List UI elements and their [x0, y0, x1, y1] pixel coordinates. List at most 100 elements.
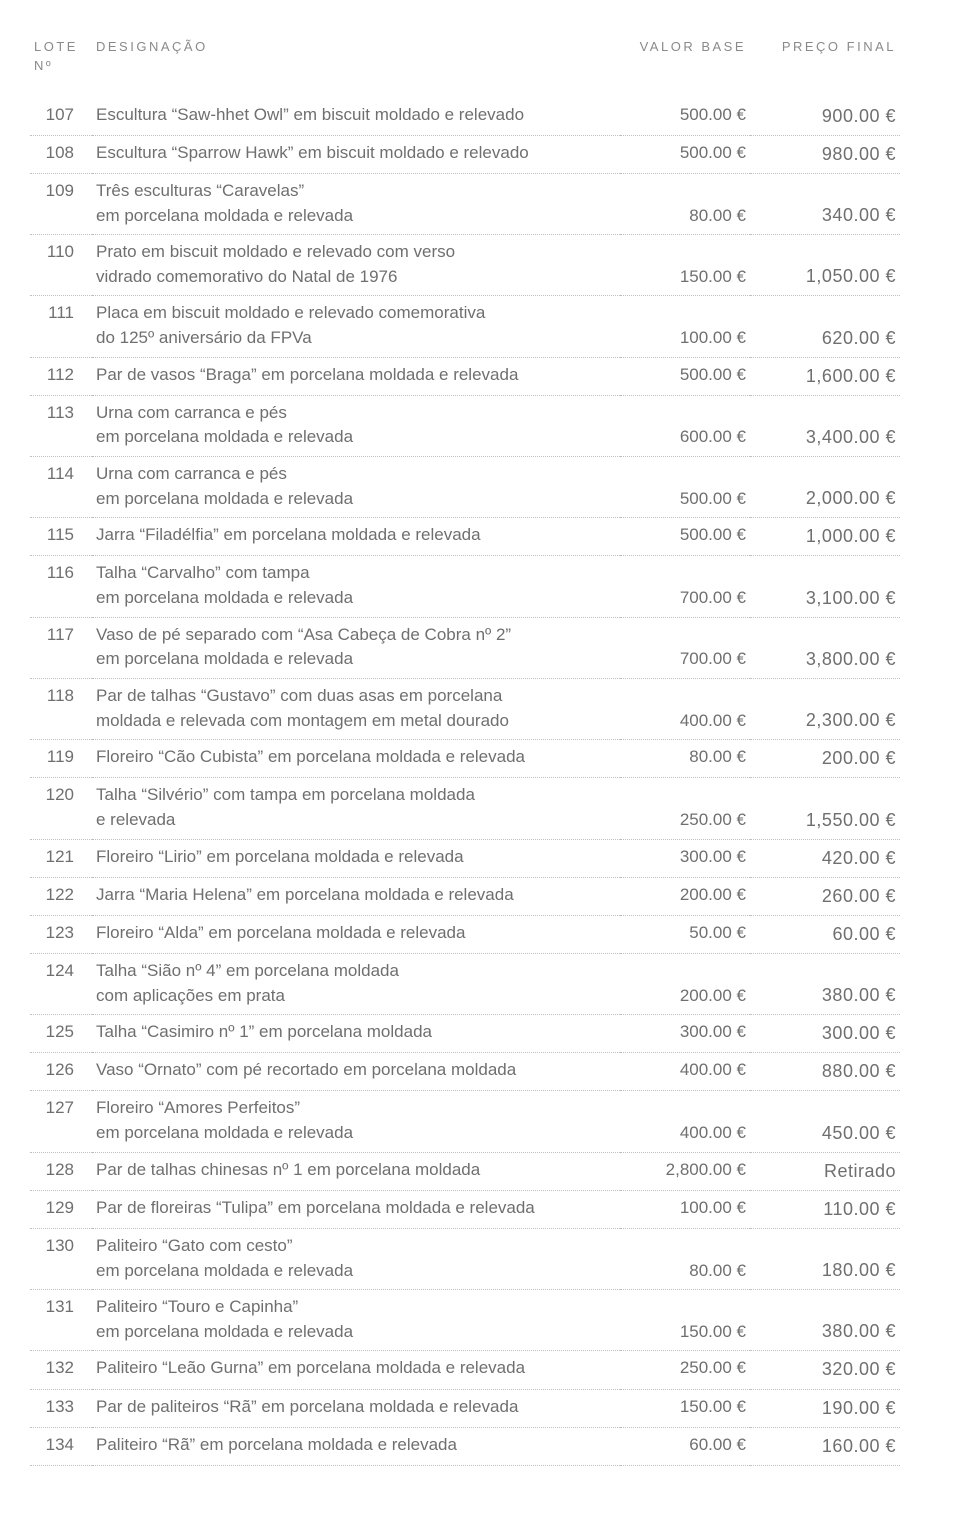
designacao-line: em porcelana moldada e relevada [96, 487, 616, 512]
cell-lote: 112 [30, 357, 92, 395]
cell-valor-base: 700.00 € [620, 617, 750, 678]
cell-designacao: Urna com carranca e pésem porcelana mold… [92, 457, 620, 518]
cell-valor-base: 250.00 € [620, 1351, 750, 1389]
designacao-line: em porcelana moldada e relevada [96, 647, 616, 672]
col-header-lote: LOTE Nº [30, 38, 92, 98]
cell-designacao: Paliteiro “Touro e Capinha”em porcelana … [92, 1290, 620, 1351]
table-row: 119Floreiro “Cão Cubista” em porcelana m… [30, 740, 900, 778]
cell-designacao: Floreiro “Amores Perfeitos”em porcelana … [92, 1091, 620, 1152]
table-row: 132Paliteiro “Leão Gurna” em porcelana m… [30, 1351, 900, 1389]
cell-valor-base: 60.00 € [620, 1427, 750, 1465]
designacao-line: Três esculturas “Caravelas” [96, 179, 616, 204]
col-header-valor-base: VALOR BASE [620, 38, 750, 98]
cell-preco-final: 260.00 € [750, 877, 900, 915]
table-row: 116Talha “Carvalho” com tampaem porcelan… [30, 556, 900, 617]
designacao-line: Par de talhas “Gustavo” com duas asas em… [96, 684, 616, 709]
cell-valor-base: 500.00 € [620, 135, 750, 173]
table-row: 128Par de talhas chinesas nº 1 em porcel… [30, 1152, 900, 1190]
col-header-preco-final: PREÇO FINAL [750, 38, 900, 98]
cell-designacao: Vaso de pé separado com “Asa Cabeça de C… [92, 617, 620, 678]
table-row: 121Floreiro “Lirio” em porcelana moldada… [30, 839, 900, 877]
cell-preco-final: 320.00 € [750, 1351, 900, 1389]
cell-preco-final: 380.00 € [750, 953, 900, 1014]
table-header-row: LOTE Nº DESIGNAÇÃO VALOR BASE PREÇO FINA… [30, 38, 900, 98]
designacao-line: em porcelana moldada e relevada [96, 586, 616, 611]
cell-lote: 109 [30, 173, 92, 234]
designacao-line: Paliteiro “Rã” em porcelana moldada e re… [96, 1433, 616, 1458]
designacao-line: Paliteiro “Gato com cesto” [96, 1234, 616, 1259]
auction-lot-table: LOTE Nº DESIGNAÇÃO VALOR BASE PREÇO FINA… [30, 38, 900, 1466]
table-row: 123Floreiro “Alda” em porcelana moldada … [30, 915, 900, 953]
cell-lote: 117 [30, 617, 92, 678]
cell-designacao: Jarra “Maria Helena” em porcelana moldad… [92, 877, 620, 915]
cell-valor-base: 600.00 € [620, 395, 750, 456]
cell-lote: 107 [30, 98, 92, 136]
cell-designacao: Paliteiro “Rã” em porcelana moldada e re… [92, 1427, 620, 1465]
cell-designacao: Paliteiro “Gato com cesto”em porcelana m… [92, 1228, 620, 1289]
cell-valor-base: 200.00 € [620, 877, 750, 915]
table-row: 107Escultura “Saw-hhet Owl” em biscuit m… [30, 98, 900, 136]
cell-designacao: Prato em biscuit moldado e relevado com … [92, 235, 620, 296]
cell-preco-final: 420.00 € [750, 839, 900, 877]
cell-lote: 125 [30, 1015, 92, 1053]
cell-preco-final: 190.00 € [750, 1389, 900, 1427]
cell-lote: 118 [30, 679, 92, 740]
cell-designacao: Talha “Sião nº 4” em porcelana moldadaco… [92, 953, 620, 1014]
cell-preco-final: 200.00 € [750, 740, 900, 778]
designacao-line: com aplicações em prata [96, 984, 616, 1009]
designacao-line: Talha “Sião nº 4” em porcelana moldada [96, 959, 616, 984]
designacao-line: Paliteiro “Touro e Capinha” [96, 1295, 616, 1320]
designacao-line: do 125º aniversário da FPVa [96, 326, 616, 351]
cell-designacao: Talha “Carvalho” com tampaem porcelana m… [92, 556, 620, 617]
designacao-line: Vaso “Ornato” com pé recortado em porcel… [96, 1058, 616, 1083]
table-row: 126Vaso “Ornato” com pé recortado em por… [30, 1053, 900, 1091]
table-row: 108Escultura “Sparrow Hawk” em biscuit m… [30, 135, 900, 173]
cell-lote: 119 [30, 740, 92, 778]
designacao-line: moldada e relevada com montagem em metal… [96, 709, 616, 734]
designacao-line: Par de talhas chinesas nº 1 em porcelana… [96, 1158, 616, 1183]
cell-preco-final: 60.00 € [750, 915, 900, 953]
cell-valor-base: 700.00 € [620, 556, 750, 617]
cell-designacao: Três esculturas “Caravelas”em porcelana … [92, 173, 620, 234]
table-row: 115Jarra “Filadélfia” em porcelana molda… [30, 518, 900, 556]
cell-valor-base: 500.00 € [620, 98, 750, 136]
cell-preco-final: 1,000.00 € [750, 518, 900, 556]
cell-designacao: Jarra “Filadélfia” em porcelana moldada … [92, 518, 620, 556]
designacao-line: Urna com carranca e pés [96, 462, 616, 487]
cell-lote: 120 [30, 778, 92, 839]
designacao-line: em porcelana moldada e relevada [96, 1259, 616, 1284]
designacao-line: Prato em biscuit moldado e relevado com … [96, 240, 616, 265]
table-row: 114Urna com carranca e pésem porcelana m… [30, 457, 900, 518]
cell-valor-base: 200.00 € [620, 953, 750, 1014]
designacao-line: Escultura “Saw-hhet Owl” em biscuit mold… [96, 103, 616, 128]
table-row: 134Paliteiro “Rã” em porcelana moldada e… [30, 1427, 900, 1465]
cell-valor-base: 300.00 € [620, 1015, 750, 1053]
cell-valor-base: 500.00 € [620, 457, 750, 518]
cell-lote: 127 [30, 1091, 92, 1152]
cell-designacao: Floreiro “Lirio” em porcelana moldada e … [92, 839, 620, 877]
cell-preco-final: 160.00 € [750, 1427, 900, 1465]
designacao-line: Talha “Carvalho” com tampa [96, 561, 616, 586]
cell-designacao: Par de paliteiros “Rã” em porcelana mold… [92, 1389, 620, 1427]
cell-designacao: Par de floreiras “Tulipa” em porcelana m… [92, 1190, 620, 1228]
cell-lote: 111 [30, 296, 92, 357]
cell-valor-base: 100.00 € [620, 296, 750, 357]
designacao-line: Vaso de pé separado com “Asa Cabeça de C… [96, 623, 616, 648]
cell-designacao: Floreiro “Cão Cubista” em porcelana mold… [92, 740, 620, 778]
table-row: 117Vaso de pé separado com “Asa Cabeça d… [30, 617, 900, 678]
table-row: 129Par de floreiras “Tulipa” em porcelan… [30, 1190, 900, 1228]
cell-valor-base: 500.00 € [620, 518, 750, 556]
cell-preco-final: 3,100.00 € [750, 556, 900, 617]
table-row: 110Prato em biscuit moldado e relevado c… [30, 235, 900, 296]
cell-preco-final: 1,050.00 € [750, 235, 900, 296]
cell-valor-base: 80.00 € [620, 740, 750, 778]
designacao-line: Urna com carranca e pés [96, 401, 616, 426]
designacao-line: Floreiro “Alda” em porcelana moldada e r… [96, 921, 616, 946]
designacao-line: Floreiro “Cão Cubista” em porcelana mold… [96, 745, 616, 770]
table-row: 131Paliteiro “Touro e Capinha”em porcela… [30, 1290, 900, 1351]
designacao-line: Talha “Casimiro nº 1” em porcelana molda… [96, 1020, 616, 1045]
cell-valor-base: 80.00 € [620, 173, 750, 234]
cell-preco-final: 2,000.00 € [750, 457, 900, 518]
cell-preco-final: 880.00 € [750, 1053, 900, 1091]
designacao-line: e relevada [96, 808, 616, 833]
